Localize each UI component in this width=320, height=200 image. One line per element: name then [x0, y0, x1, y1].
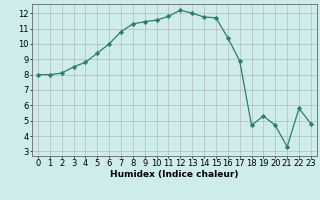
X-axis label: Humidex (Indice chaleur): Humidex (Indice chaleur)	[110, 170, 239, 179]
